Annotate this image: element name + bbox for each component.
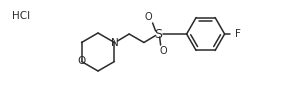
Text: O: O (145, 12, 153, 22)
Text: F: F (235, 29, 240, 39)
Text: O: O (77, 56, 86, 66)
Text: HCl: HCl (12, 11, 30, 21)
Text: S: S (155, 27, 163, 41)
Text: O: O (160, 46, 167, 56)
Text: N: N (111, 37, 119, 48)
